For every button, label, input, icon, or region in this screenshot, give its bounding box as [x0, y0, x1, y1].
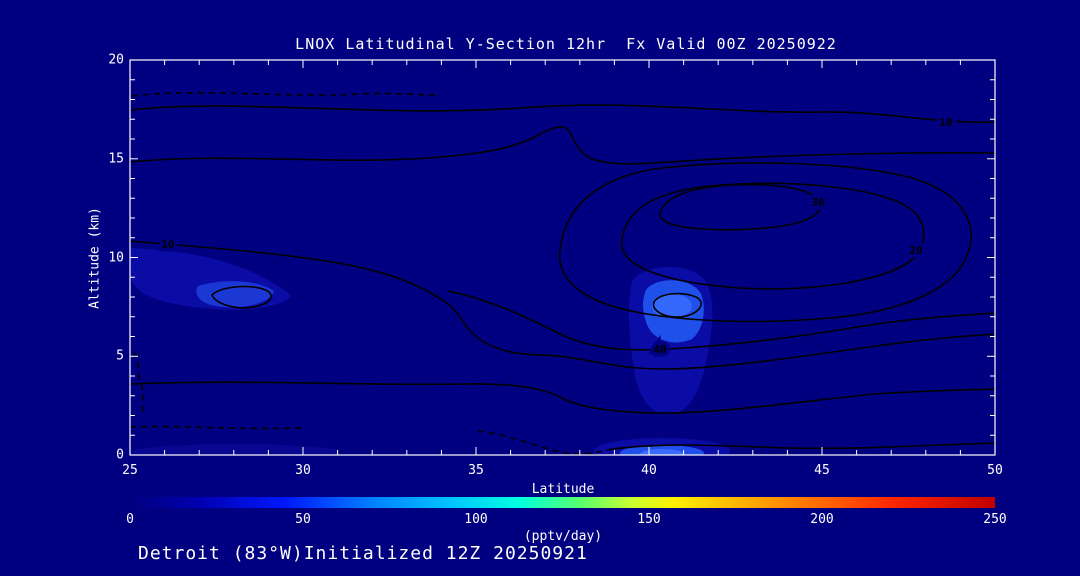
- contour-loop-outer: [558, 162, 972, 323]
- colorbar-tick-label: 100: [464, 512, 488, 527]
- colorbar-tick-label: 150: [637, 512, 661, 527]
- contour-line: [130, 381, 995, 414]
- y-tick-label: 15: [108, 151, 124, 167]
- contour-line-10-upper: [130, 104, 995, 124]
- contour-label: 10: [939, 116, 952, 129]
- x-tick-label: 30: [295, 463, 311, 478]
- contour-loop-mid-small: [652, 292, 702, 318]
- contour-line: [477, 430, 613, 455]
- contour-label-group: 10 10 20 30 40: [158, 113, 956, 360]
- y-tick-label: 5: [116, 348, 124, 364]
- plot-background: [130, 60, 995, 455]
- contour-loop-inner: [659, 183, 822, 231]
- filled-region-surface-peak: [640, 449, 684, 455]
- contour-line: [611, 442, 995, 450]
- contour-line: [131, 91, 441, 97]
- contour-label: 10: [161, 238, 174, 251]
- x-tick-label: 25: [122, 463, 138, 478]
- station-init-label: Detroit (83°W)Initialized 12Z 20250921: [138, 543, 588, 564]
- y-tick-label: 10: [108, 250, 124, 266]
- colorbar-tick-label: 200: [810, 512, 834, 527]
- colorbar-tick-label: 50: [295, 512, 311, 527]
- contour-label: 20: [909, 244, 922, 257]
- x-tick-label: 50: [987, 463, 1003, 478]
- axis-minor-ticks: [130, 60, 995, 455]
- chart-title: LNOX Latitudinal Y-Section 12hr Fx Valid…: [295, 35, 837, 53]
- contour-field: [130, 60, 995, 455]
- x-tick-label: 35: [468, 463, 484, 478]
- colorbar: [130, 497, 995, 508]
- contour-loop-mid: [621, 182, 925, 290]
- filled-region-surface-left: [130, 444, 340, 455]
- contour-line: [130, 126, 995, 165]
- colorbar-units-label: (pptv/day): [523, 529, 603, 544]
- colorbar-tick-label: 250: [983, 512, 1007, 527]
- contour-loop-left-small: [211, 285, 272, 309]
- contour-line-10-lower: [130, 240, 995, 370]
- x-axis-label: Latitude: [531, 482, 595, 497]
- y-tick-label: 0: [116, 447, 124, 463]
- contour-label: 30: [811, 196, 824, 209]
- contour-line: [130, 425, 303, 430]
- axis-major-ticks: [129, 59, 996, 456]
- contour-line: [133, 351, 145, 415]
- x-tick-label: 45: [814, 463, 830, 478]
- contour-line-40: [447, 290, 995, 351]
- x-tick-label: 40: [641, 463, 657, 478]
- contour-label: 40: [653, 343, 666, 356]
- colorbar-tick-label: 0: [126, 512, 134, 527]
- y-tick-label: 20: [108, 52, 124, 68]
- filled-region-mid-peak: [652, 294, 692, 318]
